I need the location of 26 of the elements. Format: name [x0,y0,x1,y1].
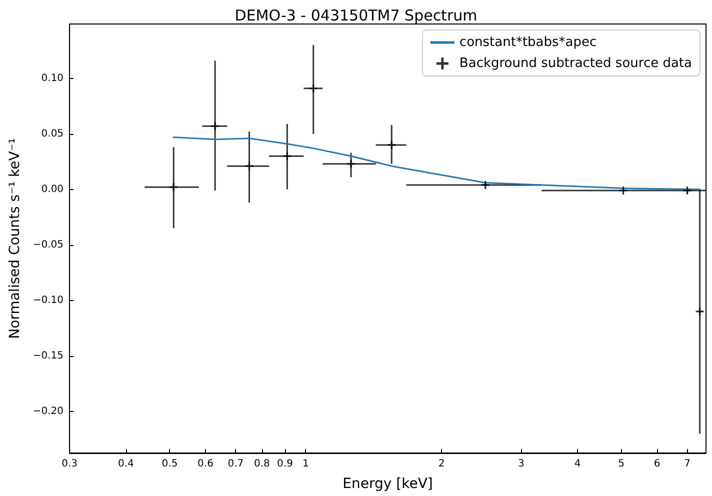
y-tick-label: −0.20 [32,406,64,417]
y-tick-label: 0.00 [41,184,64,195]
x-tick-label: 6 [654,458,660,470]
x-tick-label: 2 [438,458,445,470]
y-tick-label: −0.05 [32,239,64,250]
y-tick-label: −0.15 [32,350,64,362]
x-tick-label: 0.3 [62,458,78,470]
x-tick-label: 0.9 [277,458,293,470]
y-axis-title: Normalised Counts s⁻¹ keV⁻¹ [7,138,23,339]
y-tick-label: 0.10 [41,72,64,84]
x-tick-label: 0.4 [118,458,134,470]
x-axis-title: Energy [keV] [342,476,433,492]
x-tick-label: 7 [684,458,690,470]
y-tick-label: −0.10 [32,294,64,306]
x-tick-label: 1 [302,458,309,470]
y-tick-label: 0.05 [41,128,64,140]
chart-title: DEMO-3 - 043150TM7 Spectrum [234,6,478,24]
x-tick-label: 0.7 [228,458,244,470]
x-tick-label: 5 [618,458,625,470]
x-tick-label: 4 [574,458,581,470]
legend-label: constant*tbabs*apec [459,35,597,50]
x-tick-label: 0.8 [254,458,270,470]
legend-label: Background subtracted source data [459,56,692,71]
x-tick-label: 3 [518,458,524,470]
x-tick-label: 0.6 [198,458,214,470]
x-tick-label: 0.5 [162,458,178,470]
